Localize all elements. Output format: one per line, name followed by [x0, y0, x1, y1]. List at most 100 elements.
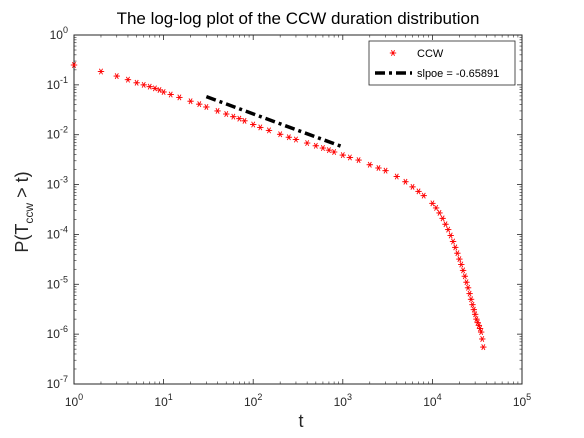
- data-point: [292, 136, 300, 143]
- x-tick-exponent: 3: [347, 392, 352, 402]
- x-axis-title: t: [298, 411, 303, 431]
- data-point: [140, 81, 147, 88]
- y-tick-exponent: 0: [63, 25, 68, 35]
- data-point: [346, 154, 354, 161]
- slope-reference-line: [205, 95, 344, 149]
- data-point: [409, 183, 416, 190]
- data-point: [382, 167, 389, 174]
- data-point: [471, 311, 479, 318]
- y-tick-base: 10: [47, 377, 61, 391]
- data-point: [461, 273, 469, 280]
- data-point: [375, 165, 382, 171]
- y-tick-base: 10: [47, 277, 61, 291]
- legend-ccw-marker: [389, 50, 397, 56]
- data-point: [70, 62, 78, 69]
- data-point: [133, 79, 140, 86]
- x-tick-exponent: 0: [78, 392, 83, 402]
- plot-content: [70, 62, 487, 351]
- data-point: [160, 88, 167, 95]
- data-point: [456, 256, 463, 263]
- y-tick-exponent: -6: [60, 324, 68, 334]
- data-point: [124, 76, 132, 83]
- y-tick-label: 10-1: [47, 75, 68, 92]
- data-point: [187, 98, 194, 105]
- data-point: [257, 124, 264, 131]
- y-tick-label: 10-6: [47, 324, 68, 341]
- data-point: [236, 115, 243, 122]
- y-tick-label: 10-3: [47, 175, 68, 192]
- data-point: [459, 267, 467, 274]
- data-point: [151, 85, 159, 92]
- chart-title: The log-log plot of the CCW duration dis…: [117, 9, 480, 28]
- legend: CCW slpoe = -0.65891: [368, 40, 516, 86]
- y-tick-exponent: -7: [60, 374, 68, 384]
- y-tick-exponent: -4: [60, 224, 68, 234]
- data-point: [479, 335, 486, 342]
- data-point: [458, 261, 465, 268]
- data-point: [276, 131, 284, 138]
- y-axis-title-main: P(T: [12, 224, 32, 253]
- y-axis-title-sub: ccw: [22, 203, 36, 224]
- data-point: [113, 73, 120, 80]
- legend-box: [368, 40, 516, 86]
- data-point: [223, 111, 230, 118]
- data-point: [420, 192, 427, 199]
- data-point: [467, 296, 475, 303]
- data-point: [339, 152, 346, 159]
- y-tick-base: 10: [47, 327, 61, 341]
- data-point: [393, 173, 400, 180]
- y-tick-label: 10-7: [47, 374, 68, 391]
- data-point: [265, 127, 273, 134]
- data-point: [449, 238, 457, 245]
- data-point: [436, 209, 443, 216]
- data-point: [325, 147, 333, 154]
- data-point: [464, 284, 472, 291]
- x-tick-exponent: 2: [257, 392, 262, 402]
- data-point: [442, 221, 449, 228]
- x-tick-base: 10: [513, 395, 527, 409]
- data-point: [146, 83, 153, 90]
- data-point: [167, 91, 174, 98]
- data-point: [355, 157, 362, 164]
- y-tick-exponent: -3: [60, 175, 68, 185]
- y-tick-label: 10-5: [47, 274, 68, 291]
- x-tick-exponent: 4: [437, 392, 442, 402]
- legend-ccw-label: CCW: [417, 48, 444, 60]
- x-tick-base: 10: [65, 395, 79, 409]
- data-point: [196, 101, 203, 108]
- x-tick-label: 103: [334, 392, 352, 409]
- data-point: [214, 107, 221, 114]
- y-tick-base: 10: [50, 28, 64, 42]
- y-tick-exponent: -1: [60, 75, 68, 85]
- x-tick-label: 100: [65, 392, 83, 409]
- x-tick-label: 101: [154, 392, 172, 409]
- data-point: [330, 149, 338, 156]
- y-tick-label: 10-4: [47, 224, 68, 241]
- data-point: [480, 344, 487, 351]
- data-point: [432, 204, 440, 211]
- data-point: [203, 103, 210, 110]
- data-point: [402, 178, 409, 185]
- data-point: [319, 145, 327, 152]
- data-point: [366, 161, 373, 168]
- x-tick-base: 10: [334, 395, 348, 409]
- plot-area: [73, 34, 523, 385]
- y-tick-label: 10-2: [47, 125, 68, 142]
- x-tick-base: 10: [423, 395, 437, 409]
- x-tick-labels: 100 101 102 103 104 105: [65, 392, 531, 409]
- legend-ccw-asterisk: [389, 50, 397, 56]
- data-point: [97, 68, 105, 75]
- data-point: [241, 117, 248, 124]
- x-tick-label: 104: [423, 392, 441, 409]
- data-point: [312, 142, 320, 149]
- y-tick-base: 10: [47, 128, 61, 142]
- data-point: [473, 316, 480, 323]
- data-point: [415, 188, 422, 195]
- legend-slope-label: slpoe = -0.65891: [417, 68, 499, 80]
- y-tick-exponent: -2: [60, 125, 68, 135]
- data-point: [176, 94, 183, 101]
- data-point: [429, 200, 436, 207]
- y-tick-label: 100: [50, 25, 68, 42]
- data-point: [444, 226, 452, 233]
